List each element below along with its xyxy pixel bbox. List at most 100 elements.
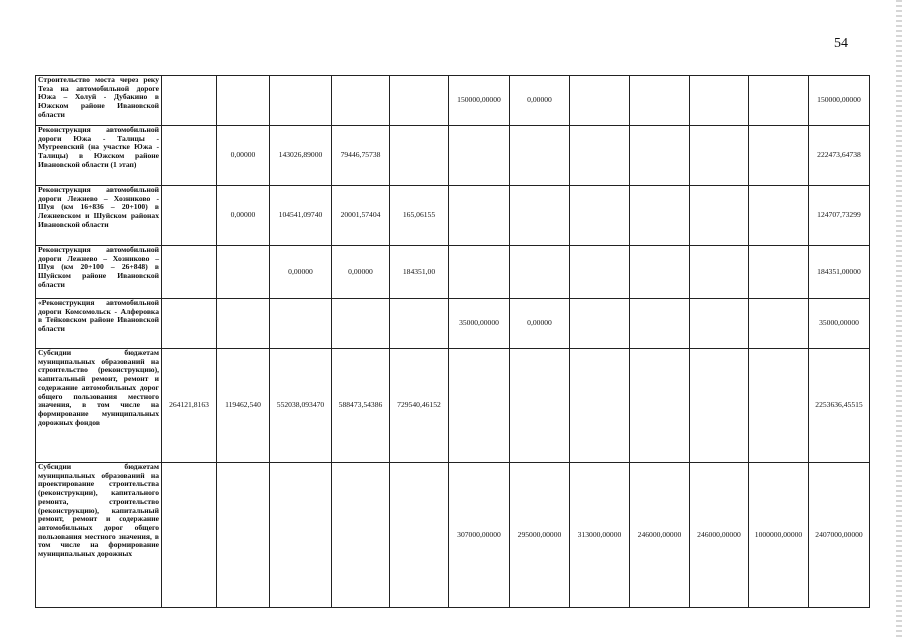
value-cell	[569, 245, 630, 299]
value-cell: 307000,00000	[448, 462, 510, 608]
table-row: Субсидии бюджетам муниципальных образова…	[35, 462, 870, 608]
value-cell: 104541,09740	[269, 185, 332, 246]
value-cell	[269, 298, 332, 349]
value-cell	[161, 245, 217, 299]
value-cell	[161, 462, 217, 608]
value-cell	[509, 348, 570, 463]
value-cell	[509, 245, 570, 299]
value-cell	[161, 125, 217, 186]
value-cell	[569, 125, 630, 186]
value-cell	[216, 75, 270, 126]
value-cell	[748, 245, 809, 299]
value-cell	[629, 125, 690, 186]
table-row: «Реконструкция автомобильной дороги Комс…	[35, 298, 870, 349]
value-cell	[509, 125, 570, 186]
value-cell	[161, 75, 217, 126]
scan-edge-artifact	[896, 0, 902, 640]
value-cell: 0,00000	[269, 245, 332, 299]
value-cell: 0,00000	[509, 75, 570, 126]
value-cell: 0,00000	[216, 125, 270, 186]
value-cell: 295000,00000	[509, 462, 570, 608]
row-description: Реконструкция автомобильной дороги Лежне…	[35, 185, 162, 246]
value-cell	[629, 75, 690, 126]
row-total-cell: 2253636,45515	[808, 348, 870, 463]
value-cell	[216, 245, 270, 299]
value-cell: 0,00000	[331, 245, 390, 299]
value-cell	[748, 185, 809, 246]
value-cell: 0,00000	[509, 298, 570, 349]
value-cell: 79446,75738	[331, 125, 390, 186]
value-cell: 35000,00000	[448, 298, 510, 349]
value-cell	[161, 298, 217, 349]
value-cell	[389, 462, 449, 608]
budget-table: Строительство моста через реку Теза на а…	[35, 75, 870, 608]
value-cell: 184351,00	[389, 245, 449, 299]
value-cell: 119462,540	[216, 348, 270, 463]
value-cell	[629, 298, 690, 349]
value-cell: 729540,46152	[389, 348, 449, 463]
value-cell: 588473,54386	[331, 348, 390, 463]
value-cell	[216, 462, 270, 608]
value-cell: 1000000,00000	[748, 462, 809, 608]
value-cell	[389, 125, 449, 186]
value-cell: 313000,00000	[569, 462, 630, 608]
value-cell	[689, 298, 749, 349]
value-cell	[569, 348, 630, 463]
row-total-cell: 2407000,00000	[808, 462, 870, 608]
value-cell	[331, 462, 390, 608]
value-cell	[331, 298, 390, 349]
value-cell	[629, 348, 690, 463]
value-cell	[748, 348, 809, 463]
value-cell	[689, 125, 749, 186]
row-total-cell: 184351,00000	[808, 245, 870, 299]
value-cell	[509, 185, 570, 246]
value-cell	[689, 185, 749, 246]
value-cell: 143026,89000	[269, 125, 332, 186]
value-cell	[448, 348, 510, 463]
table-row: Реконструкция автомобильной дороги Южа -…	[35, 125, 870, 186]
value-cell	[569, 298, 630, 349]
value-cell	[269, 462, 332, 608]
row-total-cell: 35000,00000	[808, 298, 870, 349]
row-description: Субсидии бюджетам муниципальных образова…	[35, 462, 162, 608]
value-cell	[389, 75, 449, 126]
value-cell: 150000,00000	[448, 75, 510, 126]
value-cell	[748, 75, 809, 126]
value-cell	[689, 245, 749, 299]
row-description: Реконструкция автомобильной дороги Лежне…	[35, 245, 162, 299]
value-cell	[448, 245, 510, 299]
row-total-cell: 222473,64738	[808, 125, 870, 186]
value-cell	[689, 75, 749, 126]
table-row: Реконструкция автомобильной дороги Лежне…	[35, 245, 870, 299]
row-description: «Реконструкция автомобильной дороги Комс…	[35, 298, 162, 349]
value-cell	[331, 75, 390, 126]
table-row: Строительство моста через реку Теза на а…	[35, 75, 870, 126]
value-cell	[748, 125, 809, 186]
value-cell	[569, 75, 630, 126]
table-row: Субсидии бюджетам муниципальных образова…	[35, 348, 870, 463]
value-cell: 246000,00000	[629, 462, 690, 608]
value-cell	[448, 185, 510, 246]
table-row: Реконструкция автомобильной дороги Лежне…	[35, 185, 870, 246]
value-cell	[389, 298, 449, 349]
page-number: 54	[834, 36, 848, 51]
value-cell: 165,06155	[389, 185, 449, 246]
value-cell	[689, 348, 749, 463]
row-description: Реконструкция автомобильной дороги Южа -…	[35, 125, 162, 186]
value-cell: 0,00000	[216, 185, 270, 246]
value-cell	[748, 298, 809, 349]
value-cell	[569, 185, 630, 246]
value-cell	[629, 245, 690, 299]
value-cell	[629, 185, 690, 246]
value-cell	[216, 298, 270, 349]
row-description: Субсидии бюджетам муниципальных образова…	[35, 348, 162, 463]
value-cell: 264121,8163	[161, 348, 217, 463]
row-description: Строительство моста через реку Теза на а…	[35, 75, 162, 126]
value-cell: 246000,00000	[689, 462, 749, 608]
value-cell	[269, 75, 332, 126]
row-total-cell: 124707,73299	[808, 185, 870, 246]
value-cell: 552038,093470	[269, 348, 332, 463]
value-cell: 20001,57404	[331, 185, 390, 246]
row-total-cell: 150000,00000	[808, 75, 870, 126]
value-cell	[161, 185, 217, 246]
